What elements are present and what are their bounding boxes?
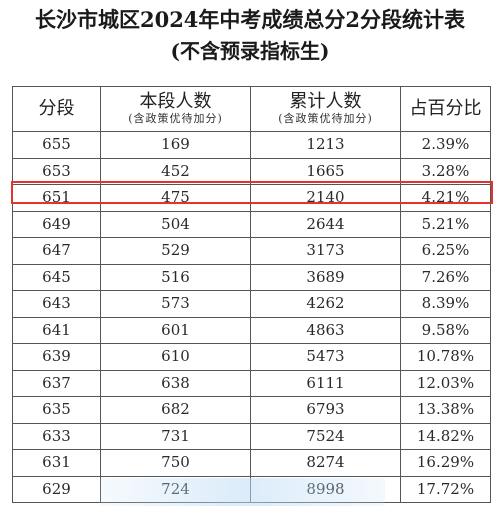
table-row: 637 638 6111 12.03%: [12, 369, 491, 397]
cell-score: 631: [12, 449, 101, 477]
cell-percent: 10.78%: [400, 343, 491, 371]
cell-percent: 8.39%: [400, 290, 491, 318]
header-score: 分段: [12, 86, 101, 132]
cell-percent: 14.82%: [400, 422, 491, 450]
cell-count: 724: [100, 475, 251, 503]
table-row: 649 504 2644 5.21%: [12, 210, 491, 238]
table-row: 629 724 8998 17.72%: [12, 475, 491, 503]
cell-cumulative: 8274: [250, 449, 401, 477]
table-row: 645 516 3689 7.26%: [12, 263, 491, 291]
page-title: 长沙市城区2024年中考成绩总分2分段统计表: [34, 7, 466, 32]
header-count: 本段人数 (含政策优待加分): [100, 86, 251, 132]
cell-score: 649: [12, 210, 101, 238]
cell-percent: 17.72%: [400, 475, 491, 503]
cell-count: 573: [100, 290, 251, 318]
table-row: 651 475 2140 4.21%: [12, 184, 491, 212]
score-table: 分段 本段人数 (含政策优待加分) 累计人数 (含政策优待加分) 占百分比 65…: [12, 86, 491, 503]
table-row: 633 731 7524 14.82%: [12, 422, 491, 450]
cell-percent: 4.21%: [400, 184, 491, 212]
cell-score: 653: [12, 157, 101, 185]
cell-cumulative: 2140: [250, 184, 401, 212]
cell-cumulative: 7524: [250, 422, 401, 450]
cell-count: 475: [100, 184, 251, 212]
cell-score: 639: [12, 343, 101, 371]
cell-score: 651: [12, 184, 101, 212]
cell-score: 637: [12, 369, 101, 397]
cell-percent: 2.39%: [400, 131, 491, 159]
header-cumulative: 累计人数 (含政策优待加分): [250, 86, 401, 132]
cell-cumulative: 8998: [250, 475, 401, 503]
cell-percent: 6.25%: [400, 237, 491, 265]
table-row: 639 610 5473 10.78%: [12, 343, 491, 371]
cell-cumulative: 4262: [250, 290, 401, 318]
page-subtitle: (不含预录指标生): [170, 39, 330, 63]
cell-score: 645: [12, 263, 101, 291]
cell-count: 504: [100, 210, 251, 238]
cell-count: 638: [100, 369, 251, 397]
cell-percent: 5.21%: [400, 210, 491, 238]
table-row: 643 573 4262 8.39%: [12, 290, 491, 318]
table-row: 641 601 4863 9.58%: [12, 316, 491, 344]
cell-count: 516: [100, 263, 251, 291]
cell-cumulative: 3173: [250, 237, 401, 265]
cell-cumulative: 6111: [250, 369, 401, 397]
cell-score: 629: [12, 475, 101, 503]
cell-percent: 3.28%: [400, 157, 491, 185]
cell-cumulative: 6793: [250, 396, 401, 424]
cell-percent: 16.29%: [400, 449, 491, 477]
cell-count: 169: [100, 131, 251, 159]
cell-score: 643: [12, 290, 101, 318]
cell-count: 750: [100, 449, 251, 477]
table-header-row: 分段 本段人数 (含政策优待加分) 累计人数 (含政策优待加分) 占百分比: [12, 86, 491, 132]
cell-count: 610: [100, 343, 251, 371]
cell-score: 633: [12, 422, 101, 450]
cell-percent: 9.58%: [400, 316, 491, 344]
cell-count: 601: [100, 316, 251, 344]
cell-cumulative: 1665: [250, 157, 401, 185]
cell-score: 641: [12, 316, 101, 344]
cell-cumulative: 4863: [250, 316, 401, 344]
cell-cumulative: 2644: [250, 210, 401, 238]
cell-count: 682: [100, 396, 251, 424]
table-row: 631 750 8274 16.29%: [12, 449, 491, 477]
table-row: 653 452 1665 3.28%: [12, 157, 491, 185]
cell-percent: 13.38%: [400, 396, 491, 424]
cell-count: 529: [100, 237, 251, 265]
cell-score: 647: [12, 237, 101, 265]
cell-cumulative: 1213: [250, 131, 401, 159]
cell-score: 655: [12, 131, 101, 159]
cell-count: 452: [100, 157, 251, 185]
table-row: 655 169 1213 2.39%: [12, 131, 491, 159]
cell-percent: 12.03%: [400, 369, 491, 397]
cell-percent: 7.26%: [400, 263, 491, 291]
cell-score: 635: [12, 396, 101, 424]
header-percent: 占百分比: [400, 86, 491, 132]
table-row: 647 529 3173 6.25%: [12, 237, 491, 265]
cell-cumulative: 5473: [250, 343, 401, 371]
table-row: 635 682 6793 13.38%: [12, 396, 491, 424]
cell-count: 731: [100, 422, 251, 450]
cell-cumulative: 3689: [250, 263, 401, 291]
